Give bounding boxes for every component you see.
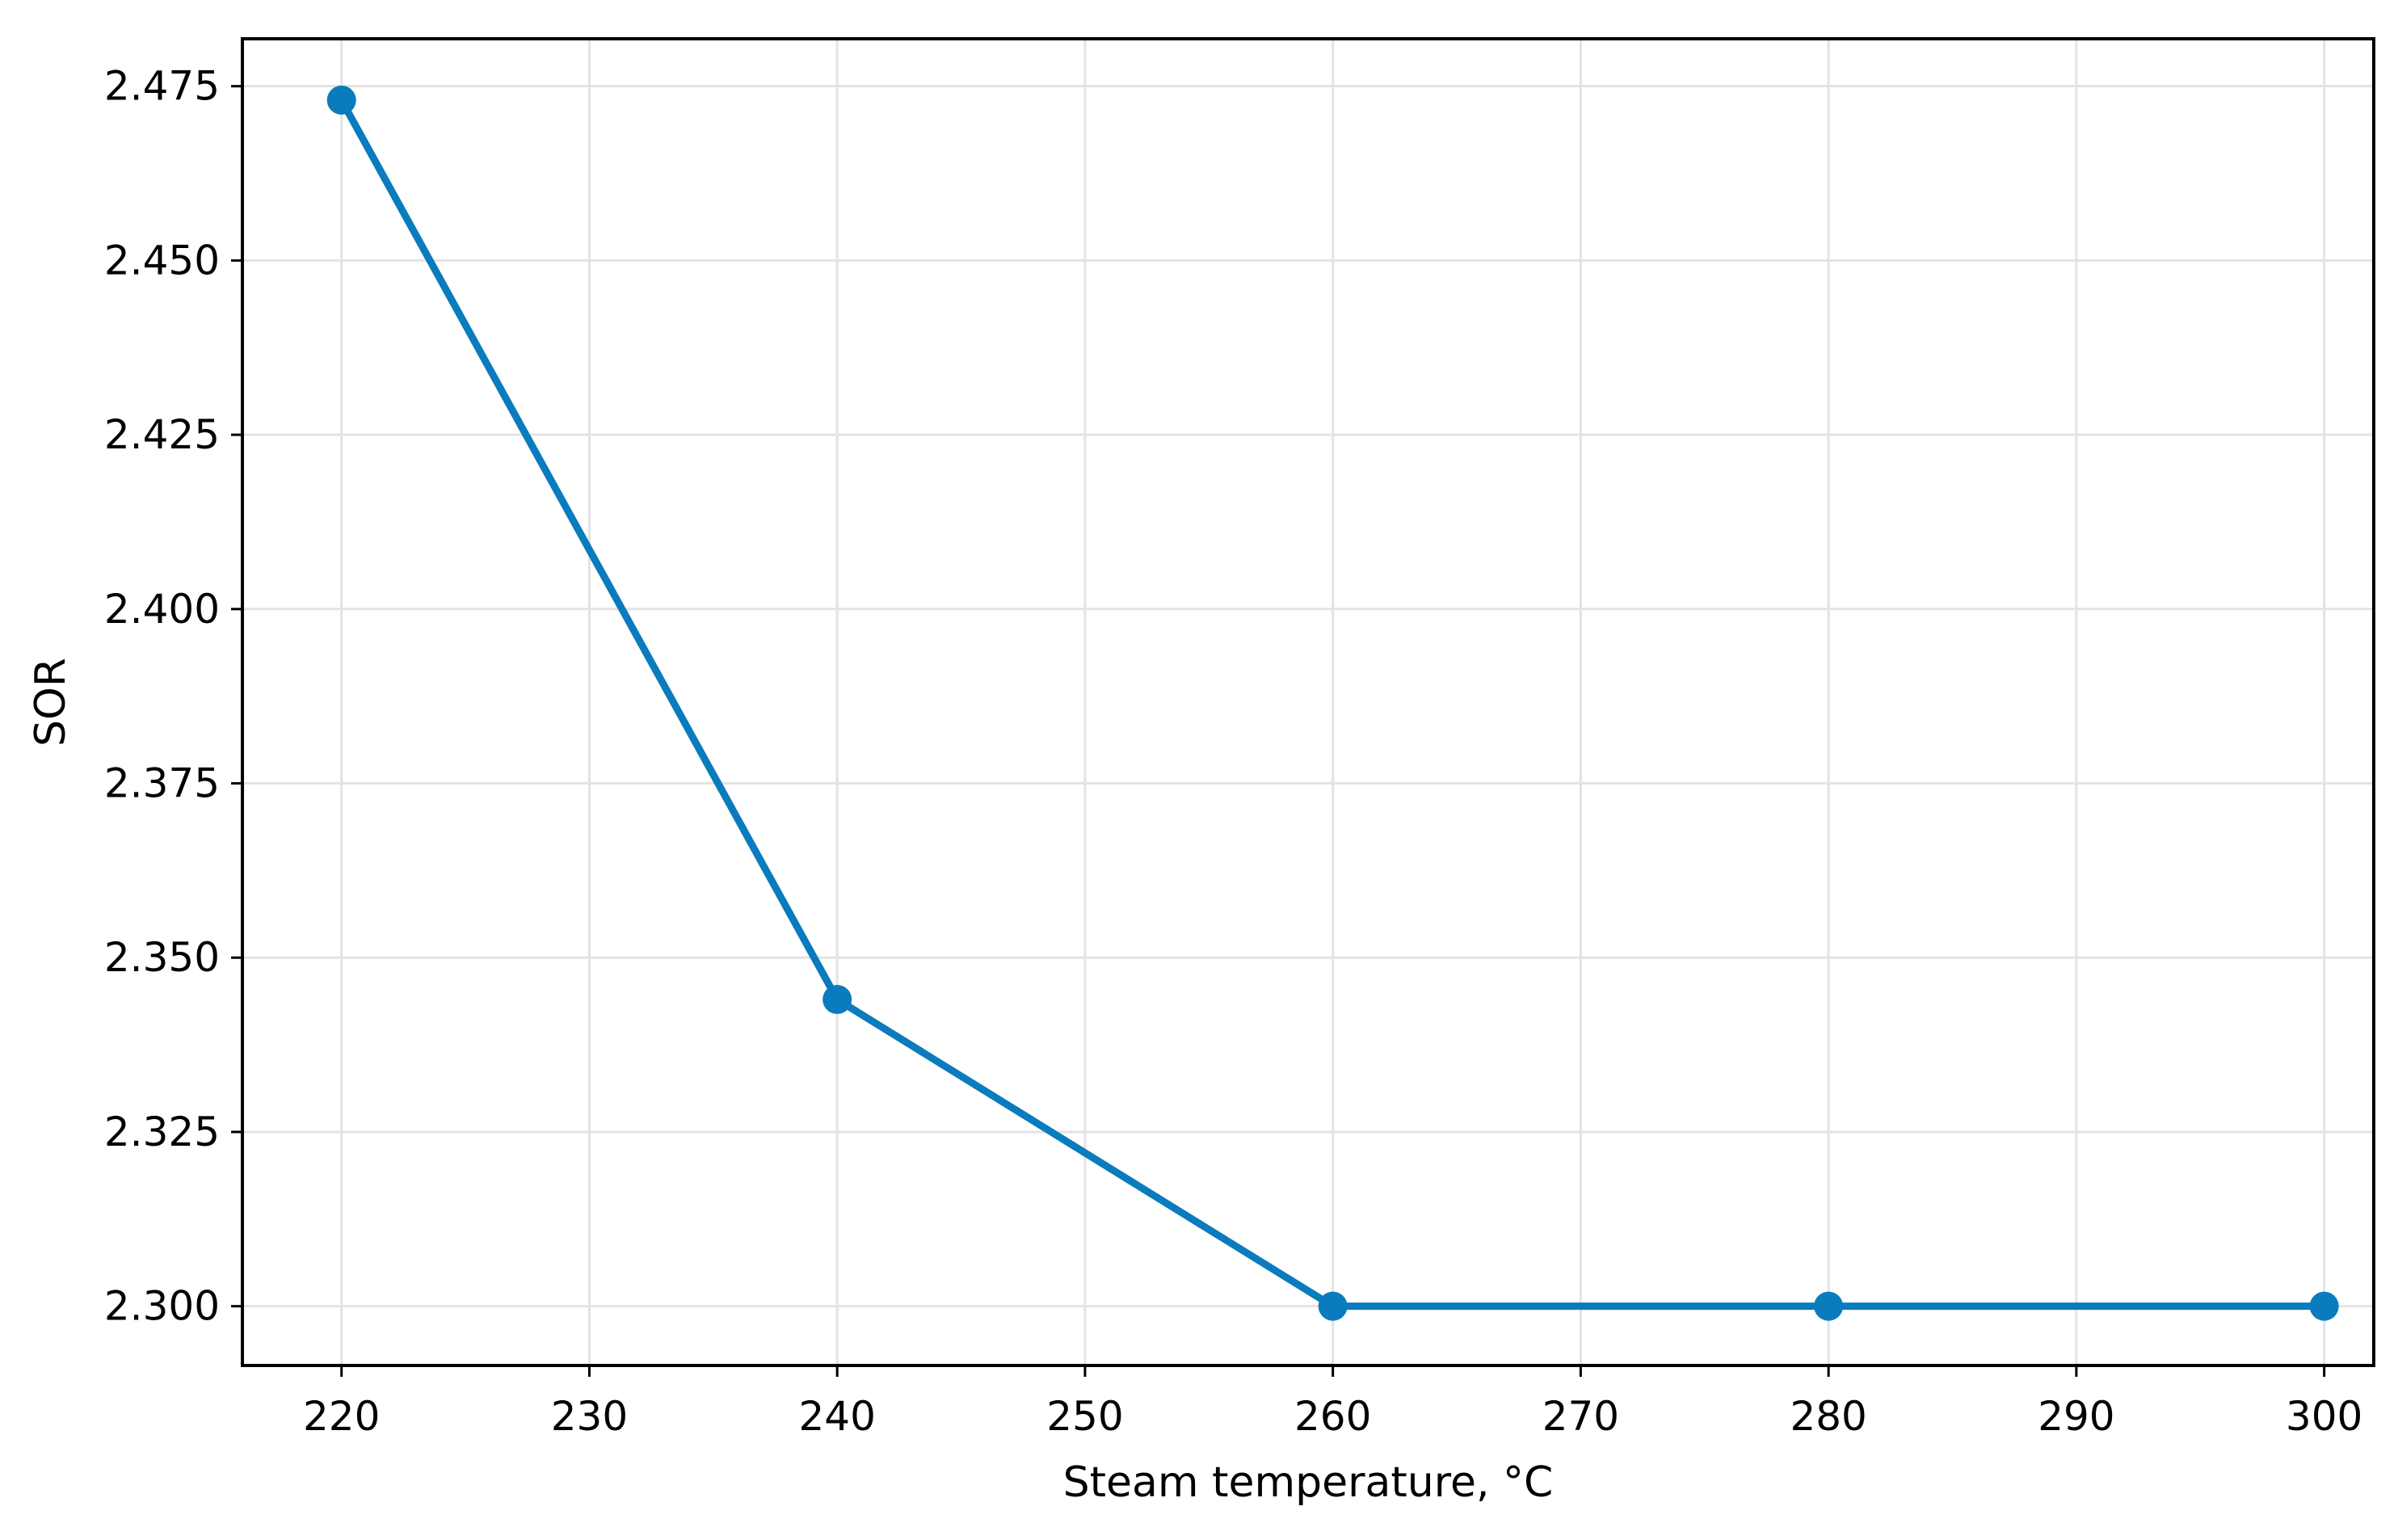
y-axis: 2.300 2.325 2.350 2.375 2.400 2.425 2.450 2.475 [104,63,242,1330]
y-tick-label: 2.425 [104,411,220,458]
y-axis-title: SOR [27,658,75,747]
x-tick-label: 240 [798,1393,875,1440]
x-tick-label: 270 [1542,1393,1619,1440]
x-axis: 220 230 240 250 260 270 280 290 300 [303,1365,2362,1440]
x-tick-label: 260 [1294,1393,1371,1440]
data-point [2309,1291,2339,1321]
y-tick-label: 2.475 [104,63,220,110]
y-tick-label: 2.450 [104,237,220,284]
y-tick-label: 2.325 [104,1109,220,1155]
series-layer [326,85,2339,1321]
data-point [326,85,356,115]
x-tick-label: 220 [303,1393,380,1440]
x-tick-label: 250 [1046,1393,1123,1440]
plot-frame [241,37,2375,1367]
y-tick-label: 2.375 [104,760,220,807]
y-tick-label: 2.350 [104,934,220,981]
x-tick-label: 280 [1790,1393,1866,1440]
data-point [1318,1291,1348,1321]
x-tick-label: 300 [2286,1393,2362,1440]
y-tick-label: 2.300 [104,1283,220,1330]
data-point [1814,1291,1844,1321]
x-tick-label: 290 [2038,1393,2114,1440]
grid [242,39,2374,1365]
y-tick-label: 2.400 [104,586,220,633]
x-tick-label: 230 [551,1393,628,1440]
x-axis-title: Steam temperature, °C [1063,1458,1554,1507]
data-point [822,985,852,1015]
